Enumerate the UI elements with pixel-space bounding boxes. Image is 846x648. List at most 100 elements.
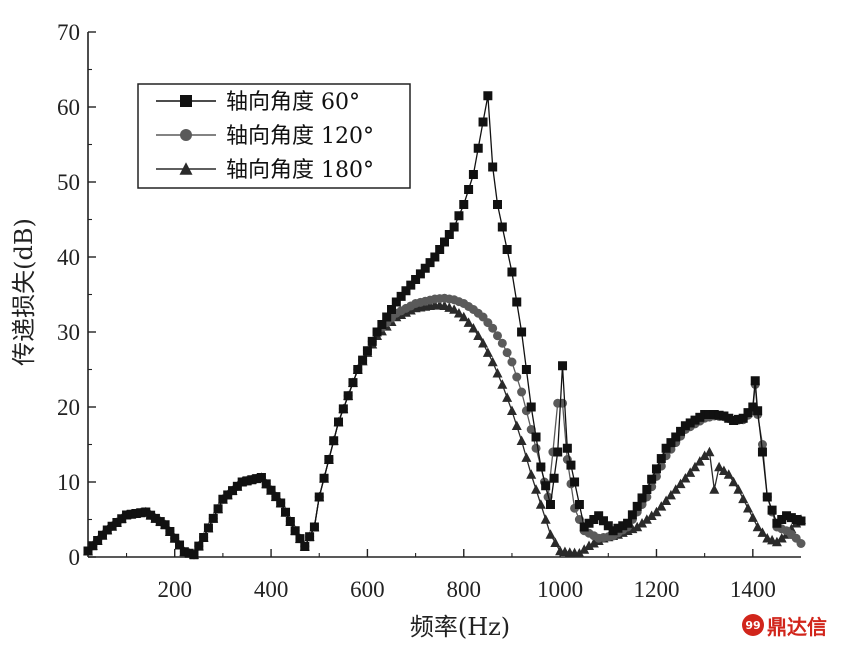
data-point <box>391 297 401 307</box>
legend: 轴向角度 60° 轴向角度 120° 轴向角度 180° <box>137 83 411 189</box>
data-point <box>425 258 435 268</box>
data-point <box>150 513 160 523</box>
data-point <box>497 338 507 348</box>
data-point <box>295 534 305 544</box>
data-point <box>695 412 705 422</box>
x-tick-label: 1200 <box>633 577 679 602</box>
data-point <box>502 392 513 402</box>
data-point <box>276 498 286 508</box>
data-point <box>550 537 561 548</box>
data-point <box>502 245 512 254</box>
data-point <box>641 514 652 524</box>
data-point <box>377 320 387 329</box>
data-point <box>526 425 536 434</box>
data-point <box>690 415 700 425</box>
data-point <box>266 485 276 495</box>
data-point <box>704 446 715 457</box>
data-point <box>743 502 754 513</box>
data-point <box>521 365 531 374</box>
data-point <box>661 443 671 453</box>
data-point <box>757 527 768 537</box>
series-line <box>87 304 802 556</box>
data-point <box>122 510 132 520</box>
data-point <box>483 91 493 101</box>
data-point <box>753 406 763 416</box>
data-point <box>454 211 464 221</box>
data-point <box>796 539 806 548</box>
data-point <box>492 331 502 341</box>
data-point <box>750 376 760 386</box>
data-point <box>608 526 618 536</box>
x-tick-label: 800 <box>447 577 482 602</box>
data-point <box>358 355 368 365</box>
data-point <box>232 481 242 491</box>
data-point <box>675 478 686 489</box>
data-point <box>285 517 295 526</box>
data-point <box>218 494 228 504</box>
data-point <box>541 481 551 491</box>
data-point <box>300 542 310 551</box>
data-point <box>242 476 252 486</box>
data-point <box>699 450 710 461</box>
data-point <box>449 222 459 232</box>
data-point <box>102 525 112 535</box>
data-point <box>406 280 416 290</box>
data-point <box>507 357 517 367</box>
data-point <box>420 263 430 273</box>
data-point <box>247 475 257 485</box>
data-point <box>618 521 628 531</box>
data-point <box>714 410 724 420</box>
data-point <box>237 477 247 487</box>
data-point <box>772 518 782 528</box>
data-point <box>396 291 406 301</box>
data-point <box>411 275 421 284</box>
data-point <box>553 447 563 457</box>
data-point <box>473 330 484 341</box>
data-point <box>723 469 734 479</box>
data-point <box>566 460 576 470</box>
data-point <box>261 479 271 489</box>
data-point <box>464 185 474 194</box>
x-tick-label: 1400 <box>730 577 776 602</box>
data-point <box>613 523 623 533</box>
data-point <box>256 473 266 482</box>
legend-label: 轴向角度 180° <box>226 158 374 183</box>
data-point <box>314 492 324 502</box>
data-point <box>782 511 792 521</box>
data-point <box>680 421 690 431</box>
series-triangle <box>83 299 806 560</box>
data-point <box>468 170 478 179</box>
data-point <box>117 514 127 524</box>
data-point <box>324 455 334 464</box>
data-point <box>473 143 483 153</box>
data-point <box>184 548 194 558</box>
data-point <box>562 443 572 453</box>
data-point <box>88 541 98 551</box>
data-point <box>733 414 743 424</box>
data-point <box>415 269 425 279</box>
data-point <box>271 492 281 502</box>
data-point <box>651 464 661 474</box>
data-point <box>623 518 633 528</box>
data-point <box>362 346 372 356</box>
legend-marker-triangle-icon <box>179 162 193 175</box>
data-point <box>709 484 720 494</box>
data-point <box>637 493 647 503</box>
data-point <box>387 305 397 314</box>
series-circle <box>83 293 806 560</box>
data-point <box>305 532 315 542</box>
data-point <box>497 379 508 389</box>
data-point <box>588 537 599 548</box>
data-point <box>752 521 763 532</box>
data-point <box>382 312 392 322</box>
data-point <box>487 356 498 367</box>
data-point <box>401 286 411 296</box>
data-point <box>700 410 710 419</box>
data-point <box>651 506 662 517</box>
data-point <box>228 486 238 496</box>
data-point <box>637 517 648 528</box>
watermark-logo: 99 鼎达信 <box>742 608 842 642</box>
data-point <box>507 267 517 277</box>
data-point <box>170 533 180 543</box>
data-point <box>767 505 777 515</box>
